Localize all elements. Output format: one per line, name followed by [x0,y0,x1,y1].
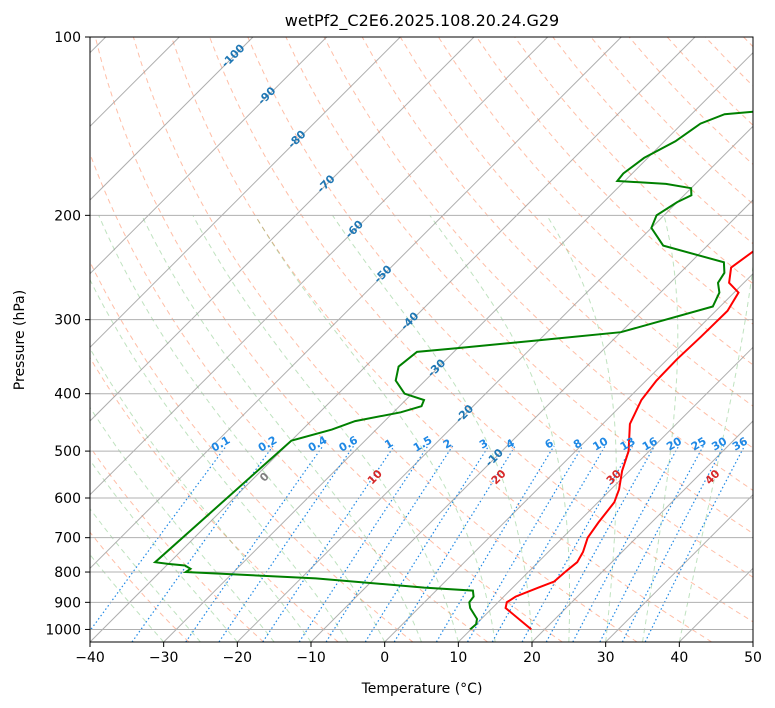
x-tick-label: 0 [380,650,389,666]
x-axis-label: Temperature (°C) [361,681,483,697]
dry-adiabat-line [90,531,190,642]
moist-adiabat-line [90,278,349,642]
moist-adiabat-line [332,215,533,642]
isotherm-line [384,272,753,642]
y-tick-label: 1000 [45,622,81,638]
dry-adiabat-line [209,37,753,623]
dry-adiabat-line [399,37,753,407]
y-tick-label: 900 [54,595,81,611]
dry-adiabat-line [514,37,753,285]
moist-adiabat-line [90,347,312,642]
y-tick-label: 100 [54,30,81,46]
x-tick-label: 40 [670,650,688,666]
moist-adiabat-line [546,215,617,642]
x-tick-label: −20 [223,650,253,666]
isotherm-line [457,346,753,642]
mixing-ratio-line [364,445,490,642]
isotherm-line [605,493,753,642]
moist-adiabat-line [254,215,496,642]
dry-adiabat-line [247,37,753,578]
mixing-ratio-line [644,445,746,642]
dry-adiabat-line [171,37,712,642]
y-tick-label: 800 [54,565,81,581]
mixing-ratio-line [521,445,634,642]
mixing-ratio-line [218,445,355,642]
mixing-ratio-line [466,445,584,642]
mixing-ratio-line [325,445,454,642]
x-axis: −40 −30 −20 −10 0 10 20 30 40 50 [75,642,762,666]
x-tick-label: 10 [449,650,467,666]
mixing-ratio-line [262,445,395,642]
plot-frame [89,36,754,643]
dry-adiabat-line [90,356,339,642]
x-tick-label: −10 [296,650,326,666]
y-axis: 100 200 300 400 500 600 700 800 900 1000 [45,30,90,638]
x-tick-label: 50 [744,650,762,666]
moist-adiabat-line [642,215,679,642]
isotherm-line [90,37,254,201]
mixing-ratio-line [298,445,429,642]
isotherm-line [90,37,696,642]
moist-adiabat-line [141,215,422,642]
x-tick-label: 20 [523,650,541,666]
x-tick-label: 30 [597,650,615,666]
moist-adiabat-line [678,263,753,642]
moist-adiabat-line [90,507,201,642]
moist-adiabat-line [90,553,165,642]
x-tick-label: −30 [149,650,179,666]
mixing-ratio-line [621,445,725,642]
y-tick-label: 700 [54,531,81,547]
mixing-ratio-line [393,445,516,642]
y-tick-label: 300 [54,313,81,329]
sounding-series [152,110,753,631]
isotherm-line [90,37,328,275]
y-tick-label: 200 [54,208,81,224]
dry-adiabat-line [94,37,563,642]
sounding-line [152,110,753,631]
dry-adiabat-line [90,446,264,642]
mixing-ratio-line [435,445,555,642]
dry-adiabat-line [90,152,488,642]
y-tick-label: 400 [54,387,81,403]
moist-adiabat-line [90,459,238,642]
isotherm-line [90,37,549,496]
sounding-line [504,250,753,631]
isotherm-line [90,37,401,349]
mixing-ratio-line [131,445,274,642]
dry-adiabat-line [132,37,638,642]
isotherm-line [90,37,622,570]
y-axis-label: Pressure (hPa) [12,290,28,390]
mixing-ratio-line [185,445,324,642]
chart-title: wetPf2_C2E6.2025.108.20.24.G29 [285,11,559,31]
y-tick-label: 600 [54,491,81,507]
isotherm-line [163,51,753,642]
x-tick-label: −40 [75,650,105,666]
isotherm-line [310,199,753,642]
moist-adiabat-line [192,215,459,642]
dry-adiabat-line [361,37,753,449]
mixing-ratio-line [545,445,656,642]
isotherm-line [531,420,753,642]
y-tick-label: 500 [54,444,81,460]
isotherm-line [90,37,475,422]
